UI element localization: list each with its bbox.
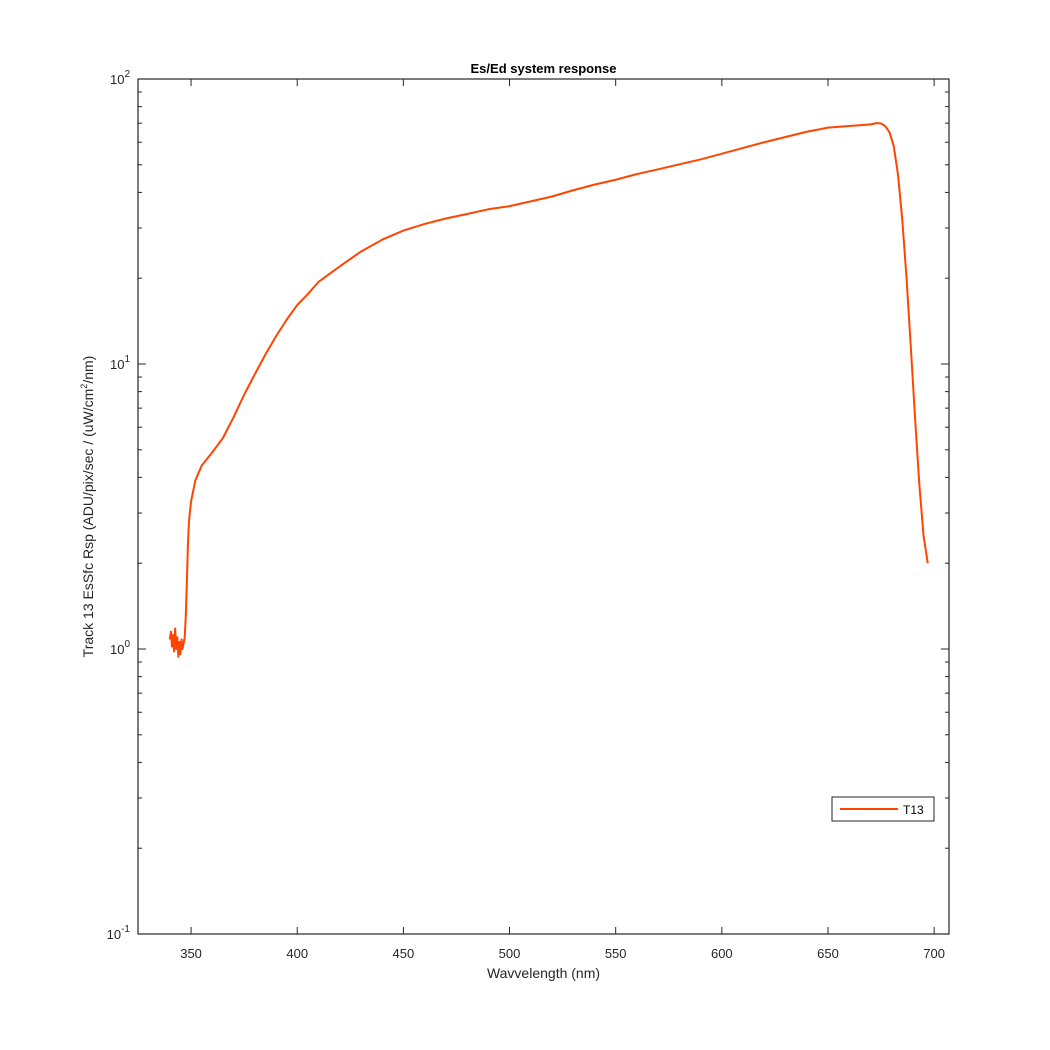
x-axis-label: Wavvelength (nm)	[487, 965, 600, 981]
y-tick-label: 101	[110, 354, 130, 372]
x-tick-label: 600	[711, 946, 733, 961]
series-line-t13	[168, 122, 929, 658]
x-tick-label: 550	[605, 946, 627, 961]
x-tick-label: 450	[393, 946, 415, 961]
y-axis-ticks: 10-1 100 101 102	[107, 69, 949, 942]
y-tick-label: 100	[110, 639, 130, 657]
plot-area	[138, 79, 949, 934]
y-tick-label: 10-1	[107, 924, 131, 942]
chart-title: Es/Ed system response	[471, 61, 617, 76]
legend-label-t13: T13	[903, 803, 924, 817]
y-tick-label: 102	[110, 69, 130, 87]
x-tick-label: 500	[499, 946, 521, 961]
y-axis-label: Track 13 EsSfc Rsp (ADU/pix/sec / (uW/cm…	[79, 356, 96, 658]
y-axis-label-tail: /nm)	[80, 356, 96, 384]
series-layer	[168, 122, 929, 658]
x-tick-label: 650	[817, 946, 839, 961]
x-tick-label: 700	[923, 946, 945, 961]
x-tick-label: 350	[180, 946, 202, 961]
x-tick-label: 400	[286, 946, 308, 961]
plot-frame	[137, 78, 950, 935]
y-axis-label-main: Track 13 EsSfc Rsp (ADU/pix/sec / (uW/cm	[80, 389, 96, 658]
x-axis-ticks: 350 400 450 500 550 600 650 700	[180, 79, 945, 961]
y-axis-label-superscript: 2	[79, 384, 89, 389]
legend: T13	[831, 796, 935, 822]
